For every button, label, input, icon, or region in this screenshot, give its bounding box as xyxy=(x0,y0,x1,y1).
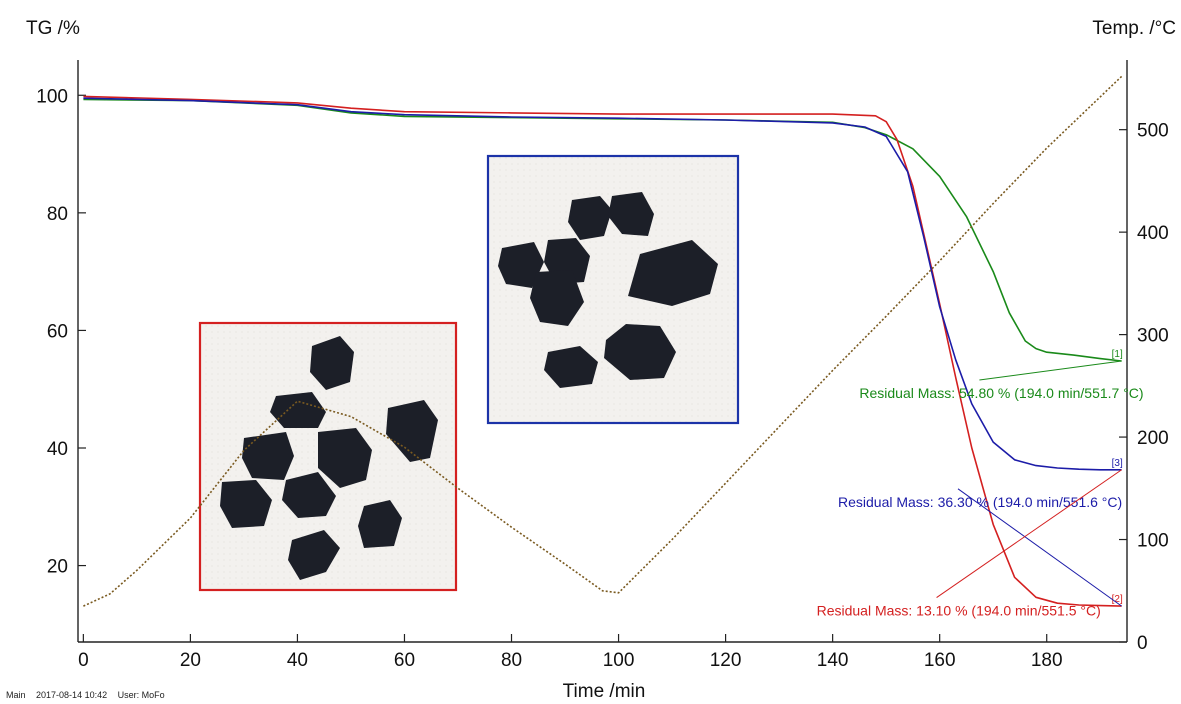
x-tick-label: 40 xyxy=(287,650,308,671)
y2-axis-title: Temp. /°C xyxy=(1092,18,1176,39)
annotation-leader xyxy=(957,488,1122,607)
series-layer: [1] [2] [3] xyxy=(83,75,1123,607)
x-tick-label: 0 xyxy=(78,650,89,671)
axis-tick-labels: 0 20 40 60 80 100 120 140 160 180 20 40 60 80 100 0 100 2… xyxy=(36,86,1168,671)
y2-tick-label: 500 xyxy=(1137,121,1169,142)
x-tick-label: 60 xyxy=(394,650,415,671)
sample-photo-red xyxy=(198,321,458,592)
y2-tick-label: 0 xyxy=(1137,633,1148,654)
sample-fragment xyxy=(608,192,654,236)
annotation-layer: Residual Mass: 54.80 % (194.0 min/551.7 … xyxy=(817,360,1144,619)
sample-photo-blue xyxy=(486,154,740,425)
sample-fragment xyxy=(544,346,598,388)
y-tick-label: 40 xyxy=(47,439,68,460)
sample-fragment xyxy=(498,242,544,288)
sample-fragment xyxy=(386,400,438,462)
annotation-leader xyxy=(979,360,1122,381)
y2-tick-label: 200 xyxy=(1137,428,1169,449)
y-tick-label: 100 xyxy=(36,86,68,107)
series-line-2 xyxy=(83,95,1122,607)
series-line-4 xyxy=(83,75,1123,607)
sample-fragment xyxy=(604,324,676,380)
x-tick-label: 180 xyxy=(1031,650,1063,671)
x-tick-label: 120 xyxy=(710,650,742,671)
footer: Main 2017-08-14 10:42 User: MoFo xyxy=(6,690,173,700)
y2-tick-label: 400 xyxy=(1137,223,1169,244)
sample-fragment xyxy=(282,472,336,518)
annotation-label: Residual Mass: 13.10 % (194.0 min/551.5 … xyxy=(817,603,1101,619)
sample-fragment xyxy=(242,432,294,480)
y2-tick-label: 100 xyxy=(1137,531,1169,552)
series-end-marker: [1] xyxy=(1112,349,1123,360)
x-tick-label: 20 xyxy=(180,650,201,671)
x-axis-title: Time /min xyxy=(563,681,646,702)
y-tick-label: 20 xyxy=(47,557,68,578)
x-tick-label: 80 xyxy=(501,650,522,671)
footer-user: User: MoFo xyxy=(117,690,165,700)
sample-fragment xyxy=(318,428,372,488)
x-tick-label: 100 xyxy=(603,650,635,671)
x-tick-label: 160 xyxy=(924,650,956,671)
sample-fragment xyxy=(270,392,326,428)
series-end-marker: [2] xyxy=(1112,594,1123,605)
y-tick-label: 80 xyxy=(47,204,68,225)
series-line-1 xyxy=(83,98,1122,362)
y-tick-label: 60 xyxy=(47,321,68,342)
annotation-label: Residual Mass: 54.80 % (194.0 min/551.7 … xyxy=(859,385,1143,401)
axis-ticks xyxy=(78,94,1127,643)
x-tick-label: 140 xyxy=(817,650,849,671)
y-axis-title: TG /% xyxy=(26,18,80,39)
series-line-3 xyxy=(83,97,1122,471)
footer-label: Main xyxy=(6,690,26,700)
sample-fragment xyxy=(530,270,584,326)
y2-tick-label: 300 xyxy=(1137,326,1169,347)
sample-fragment xyxy=(358,500,402,548)
sample-fragment xyxy=(288,530,340,580)
sample-fragment xyxy=(310,336,354,390)
annotation-label: Residual Mass: 36.30 % (194.0 min/551.6 … xyxy=(838,494,1122,510)
footer-datetime: 2017-08-14 10:42 xyxy=(36,690,108,700)
sample-fragment xyxy=(568,196,612,240)
sample-fragment xyxy=(628,240,718,306)
sample-fragment xyxy=(220,480,272,528)
annotation-leader xyxy=(936,469,1122,598)
series-end-marker: [3] xyxy=(1112,458,1123,469)
